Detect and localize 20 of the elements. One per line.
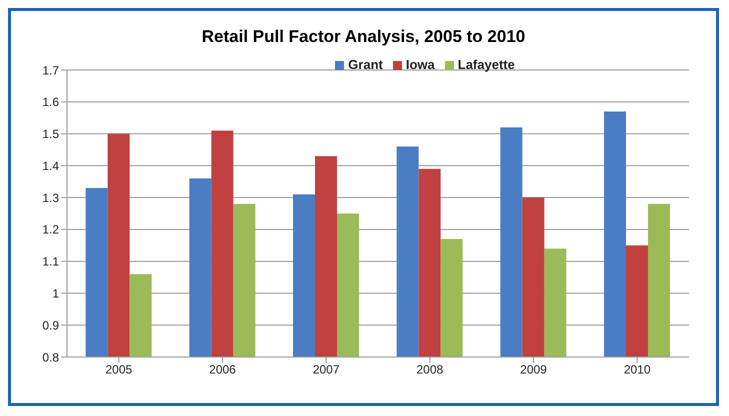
- x-tick-label: 2010: [624, 362, 651, 377]
- y-tick-label: 1: [52, 286, 60, 300]
- x-tick-label: 2009: [520, 362, 548, 377]
- y-tick-label: 0.9: [42, 318, 60, 332]
- y-tick-label: 0.8: [42, 350, 60, 364]
- y-tick-label: 1.4: [42, 158, 60, 173]
- legend-label: Iowa: [406, 57, 435, 72]
- x-tick-label: 2006: [209, 362, 236, 377]
- x-tick-label: 2007: [312, 362, 340, 377]
- y-tick-label: 1.5: [42, 127, 60, 142]
- x-tick-label: 2005: [105, 362, 133, 377]
- y-tick-label: 1.2: [42, 222, 60, 237]
- y-tick-label: 1.6: [42, 95, 60, 110]
- legend-label: Grant: [348, 57, 383, 72]
- y-tick-label: 1.7: [42, 63, 60, 78]
- y-tick-label: 1.1: [42, 254, 60, 269]
- y-tick-label: 1.3: [42, 190, 60, 205]
- chart-title: Retail Pull Factor Analysis, 2005 to 2010: [200, 27, 526, 47]
- x-tick-label: 2008: [416, 362, 444, 377]
- legend-label: Lafayette: [458, 57, 515, 72]
